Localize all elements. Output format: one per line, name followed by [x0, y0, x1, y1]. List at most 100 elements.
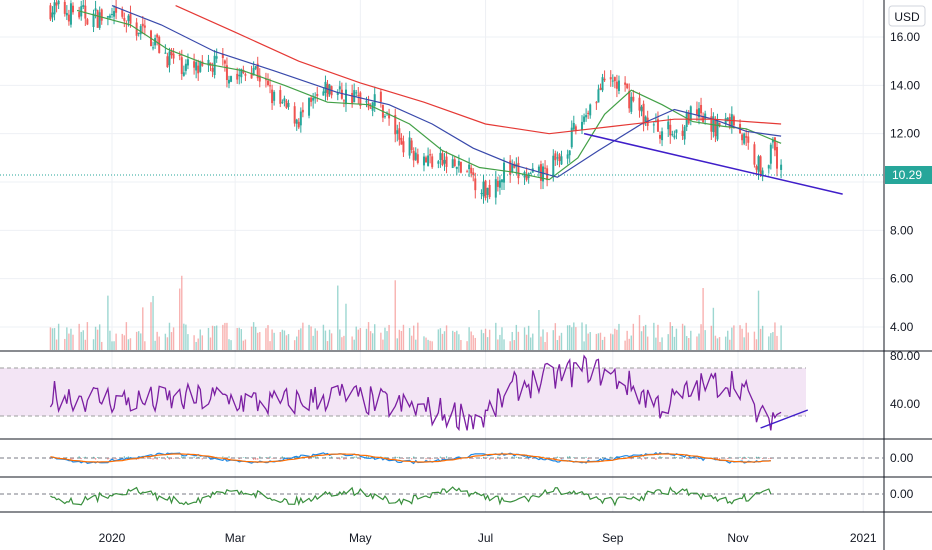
candle[interactable]: [207, 59, 210, 66]
candle[interactable]: [466, 171, 469, 173]
candle[interactable]: [98, 12, 101, 28]
candle[interactable]: [554, 153, 557, 161]
candle[interactable]: [92, 13, 95, 28]
oscillator-panel[interactable]: [0, 486, 884, 507]
candle[interactable]: [299, 111, 302, 126]
candle[interactable]: [344, 89, 347, 105]
candle[interactable]: [704, 113, 707, 120]
candle[interactable]: [69, 3, 72, 25]
candle[interactable]: [698, 108, 701, 118]
candle[interactable]: [652, 124, 655, 126]
candle[interactable]: [100, 9, 103, 21]
candle[interactable]: [683, 126, 686, 140]
price-axis[interactable]: 4.00 6.00 8.00 12.00 14.00 16.00 40.00 80.00 0.0…: [890, 30, 920, 501]
candle[interactable]: [486, 187, 489, 195]
candle[interactable]: [57, 0, 60, 5]
candle[interactable]: [472, 172, 475, 176]
candle[interactable]: [108, 15, 111, 18]
candle[interactable]: [496, 180, 499, 187]
candle[interactable]: [613, 77, 616, 82]
candle[interactable]: [51, 12, 54, 18]
candle[interactable]: [780, 164, 783, 170]
candle[interactable]: [283, 98, 286, 102]
candle[interactable]: [301, 109, 304, 113]
candle[interactable]: [258, 75, 261, 82]
candle[interactable]: [254, 66, 257, 69]
currency-badge[interactable]: USD: [888, 5, 926, 27]
candle[interactable]: [661, 131, 664, 141]
candle[interactable]: [365, 100, 368, 103]
candle[interactable]: [544, 167, 547, 169]
candle[interactable]: [127, 15, 130, 22]
candle[interactable]: [617, 80, 620, 91]
candle[interactable]: [517, 162, 520, 179]
candle[interactable]: [728, 117, 731, 128]
candle[interactable]: [156, 34, 159, 38]
candle[interactable]: [443, 159, 446, 164]
candle[interactable]: [182, 72, 185, 76]
rsi-line[interactable]: [49, 354, 782, 432]
candle[interactable]: [667, 121, 670, 130]
candle[interactable]: [511, 164, 514, 173]
candle[interactable]: [695, 109, 698, 115]
candle[interactable]: [279, 90, 282, 104]
candle[interactable]: [271, 89, 274, 104]
candle[interactable]: [414, 152, 417, 160]
candle[interactable]: [137, 32, 140, 34]
candle[interactable]: [589, 104, 592, 116]
candle[interactable]: [560, 156, 563, 165]
candle[interactable]: [412, 150, 415, 161]
candle[interactable]: [373, 94, 376, 106]
candle[interactable]: [297, 121, 300, 128]
candle[interactable]: [129, 13, 132, 24]
candle[interactable]: [342, 100, 345, 102]
candle[interactable]: [611, 80, 614, 82]
candle[interactable]: [322, 91, 325, 96]
candle[interactable]: [359, 92, 362, 107]
candle[interactable]: [164, 52, 167, 54]
candle[interactable]: [429, 154, 432, 156]
candle[interactable]: [295, 119, 298, 124]
candle[interactable]: [597, 89, 600, 103]
candle[interactable]: [266, 80, 269, 86]
candle[interactable]: [223, 60, 226, 64]
candle[interactable]: [609, 77, 612, 80]
candle[interactable]: [741, 134, 744, 141]
candle[interactable]: [455, 166, 458, 169]
candle[interactable]: [256, 63, 259, 79]
candle[interactable]: [227, 79, 230, 84]
candle[interactable]: [121, 9, 124, 17]
candle[interactable]: [759, 156, 762, 175]
candle[interactable]: [700, 104, 703, 114]
candle[interactable]: [769, 144, 772, 164]
candle[interactable]: [199, 62, 202, 72]
candle[interactable]: [775, 146, 778, 169]
candle[interactable]: [484, 180, 487, 199]
candle[interactable]: [451, 159, 454, 168]
candle[interactable]: [656, 119, 659, 132]
candle[interactable]: [158, 36, 161, 53]
candle[interactable]: [316, 94, 319, 97]
candle[interactable]: [281, 101, 284, 103]
candle[interactable]: [106, 16, 109, 18]
candle[interactable]: [437, 161, 440, 164]
candle[interactable]: [312, 97, 315, 101]
candle[interactable]: [724, 118, 727, 124]
candle[interactable]: [49, 5, 52, 20]
candle[interactable]: [285, 100, 288, 108]
candle[interactable]: [379, 91, 382, 102]
candle[interactable]: [180, 57, 183, 74]
candle[interactable]: [111, 13, 113, 15]
candle[interactable]: [269, 85, 272, 87]
candle[interactable]: [67, 14, 70, 22]
candle[interactable]: [287, 102, 290, 107]
candle[interactable]: [675, 129, 678, 133]
candle[interactable]: [480, 193, 483, 195]
candle[interactable]: [556, 157, 559, 159]
candle[interactable]: [195, 62, 198, 71]
candle[interactable]: [238, 74, 241, 77]
candle[interactable]: [509, 160, 512, 175]
candle[interactable]: [669, 124, 672, 136]
candle[interactable]: [166, 56, 169, 68]
candle[interactable]: [624, 82, 627, 85]
